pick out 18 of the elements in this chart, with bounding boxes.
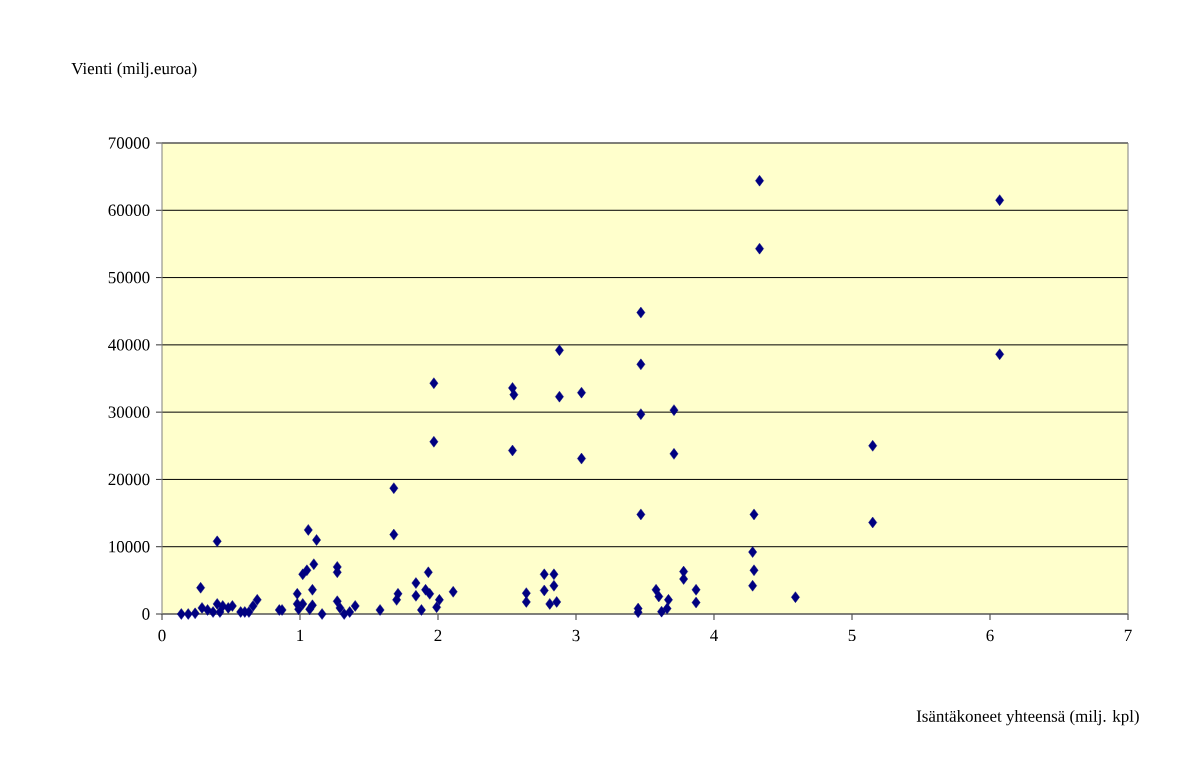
y-tick-label: 60000 <box>108 204 150 217</box>
x-axis-title: Isäntäkoneet yhteensä (milj. kpl) <box>916 709 1139 726</box>
x-tick-label: 1 <box>297 629 304 642</box>
x-tick-label: 4 <box>710 629 718 641</box>
y-axis-title: Vienti (milj.euroa) <box>71 62 197 78</box>
y-tick-label: 0 <box>142 608 150 620</box>
x-tick-label: 2 <box>434 629 442 642</box>
x-tick-label: 5 <box>848 629 856 642</box>
x-tick-label: 6 <box>986 629 994 642</box>
x-tick-label: 3 <box>572 629 580 642</box>
y-tick-label: 50000 <box>108 271 150 284</box>
y-tick-label: 30000 <box>108 406 150 418</box>
y-tick-label: 40000 <box>108 339 150 351</box>
x-tick-label: 0 <box>158 629 166 642</box>
x-tick-label: 7 <box>1124 629 1132 641</box>
y-tick-label: 70000 <box>108 137 150 149</box>
y-tick-label: 10000 <box>109 541 150 553</box>
y-tick-label: 20000 <box>108 473 150 486</box>
